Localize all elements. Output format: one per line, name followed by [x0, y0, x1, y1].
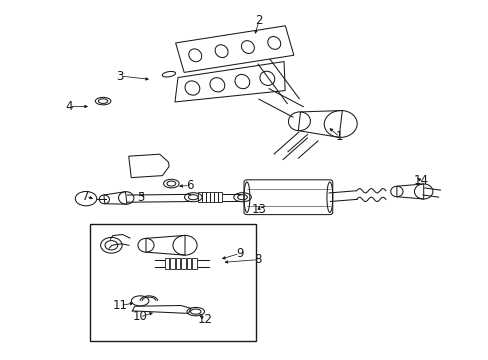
Text: 10: 10	[132, 310, 147, 324]
Bar	[214, 192, 218, 202]
Text: 5: 5	[137, 192, 144, 204]
Text: 9: 9	[235, 247, 243, 260]
Text: 14: 14	[413, 174, 427, 187]
Bar	[210, 192, 213, 202]
Bar	[164, 258, 169, 269]
Bar	[181, 258, 185, 269]
Text: 13: 13	[251, 203, 266, 216]
Text: 7: 7	[82, 190, 90, 203]
Bar	[170, 258, 174, 269]
Bar	[198, 192, 201, 202]
Bar	[175, 258, 180, 269]
Bar	[192, 258, 197, 269]
Text: 6: 6	[186, 179, 193, 192]
Text: 3: 3	[116, 69, 123, 82]
Text: 8: 8	[254, 253, 261, 266]
Text: 11: 11	[112, 299, 127, 312]
Text: 4: 4	[65, 100, 73, 113]
Bar	[90, 224, 255, 341]
Bar	[186, 258, 191, 269]
Bar	[218, 192, 222, 202]
Text: 12: 12	[198, 312, 213, 326]
Bar	[206, 192, 209, 202]
Text: 1: 1	[335, 130, 343, 144]
Bar	[202, 192, 205, 202]
Text: 2: 2	[255, 14, 263, 27]
